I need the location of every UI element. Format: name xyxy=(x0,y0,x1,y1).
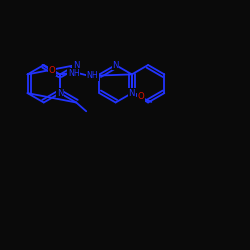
Text: N: N xyxy=(128,89,135,98)
Text: N: N xyxy=(57,88,63,98)
Text: NH: NH xyxy=(68,68,80,78)
Text: O: O xyxy=(48,66,55,75)
Text: NH: NH xyxy=(86,71,98,80)
Text: O: O xyxy=(138,92,145,102)
Text: N: N xyxy=(112,60,119,70)
Text: N: N xyxy=(73,60,80,70)
